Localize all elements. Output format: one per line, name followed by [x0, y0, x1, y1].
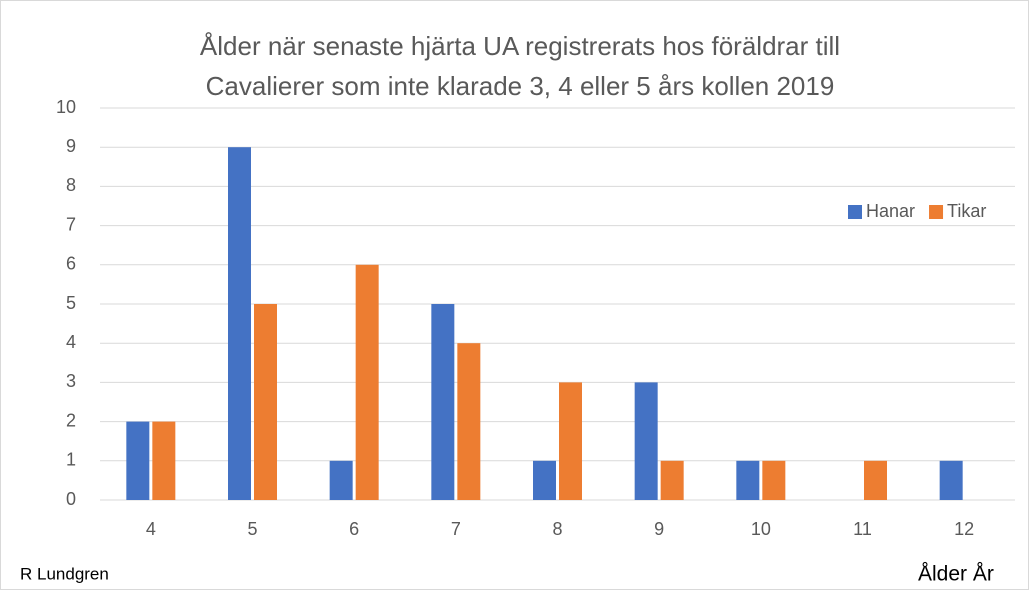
bar [939, 460, 963, 500]
bar [864, 460, 887, 500]
bar [355, 264, 379, 500]
bar [329, 460, 353, 500]
bar [559, 382, 582, 500]
y-tick-label: 3 [66, 371, 76, 391]
y-tick-label: 4 [66, 332, 76, 352]
y-tick-label: 1 [66, 450, 76, 470]
legend-label: Hanar [866, 201, 915, 221]
legend-label: Tikar [947, 201, 986, 221]
bar [533, 460, 556, 500]
bar [126, 421, 150, 500]
bar [431, 304, 455, 500]
x-axis-label: Ålder År [918, 563, 994, 586]
bar [762, 460, 786, 500]
x-tick-label: 7 [451, 519, 461, 539]
legend-swatch [929, 205, 944, 219]
legend-swatch [848, 205, 862, 219]
x-tick-label: 8 [552, 519, 562, 539]
y-tick-label: 2 [66, 410, 76, 430]
bar [660, 460, 684, 500]
x-tick-label: 10 [751, 519, 771, 539]
y-tick-label: 8 [66, 175, 76, 195]
y-tick-label: 0 [66, 489, 76, 509]
bar [634, 382, 658, 500]
x-tick-label: 12 [954, 519, 974, 539]
y-tick-label: 6 [66, 254, 76, 274]
bar [254, 304, 277, 500]
y-tick-label: 10 [56, 97, 76, 117]
x-tick-label: 4 [146, 519, 156, 539]
bar [457, 343, 481, 500]
y-tick-label: 5 [66, 293, 76, 313]
bar [152, 421, 176, 500]
chart-title: Cavalierer som inte klarade 3, 4 eller 5… [206, 71, 835, 101]
annotation: R Lundgren [20, 564, 109, 583]
y-tick-label: 9 [66, 136, 76, 156]
chart-title: Ålder när senaste hjärta UA registrerats… [200, 31, 840, 61]
x-tick-label: 11 [853, 519, 872, 539]
bar [736, 460, 760, 500]
x-tick-label: 6 [349, 519, 359, 539]
x-tick-label: 9 [654, 519, 664, 539]
y-tick-label: 7 [66, 214, 76, 234]
bar [228, 147, 251, 500]
x-tick-label: 5 [247, 519, 257, 539]
